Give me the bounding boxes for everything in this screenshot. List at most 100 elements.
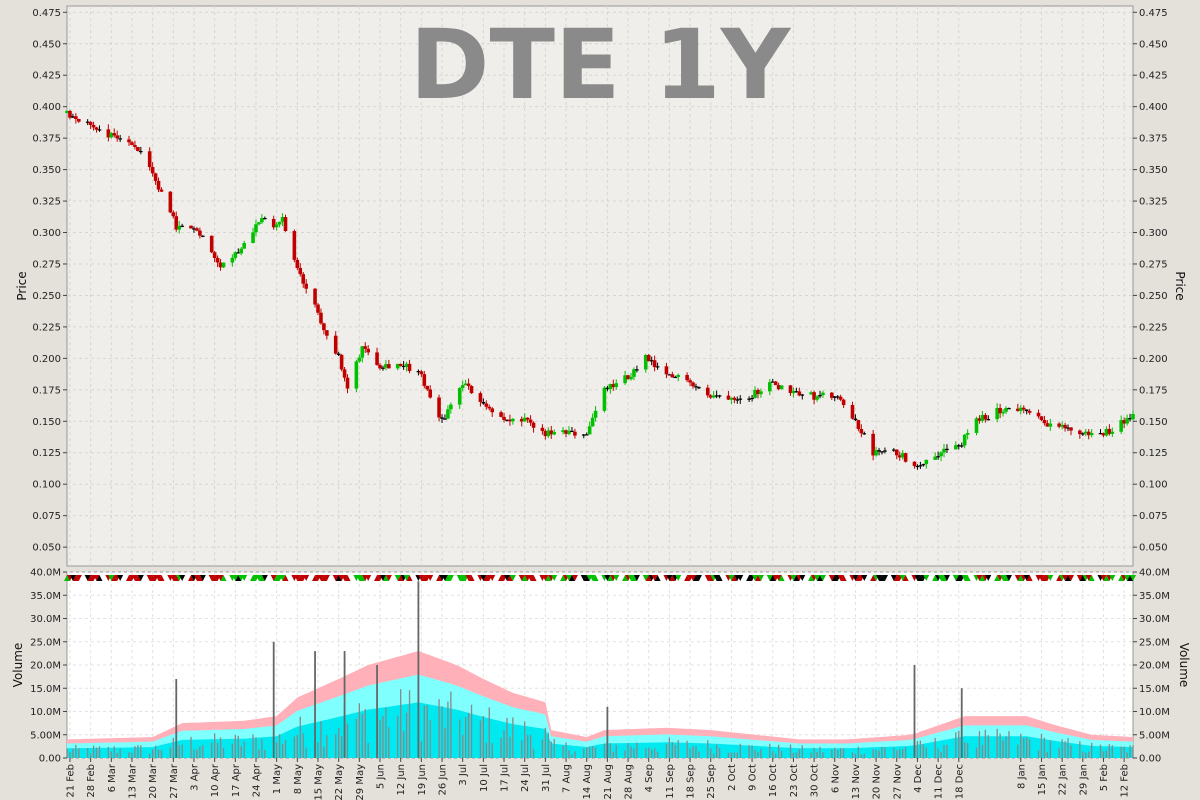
- candle-body: [874, 450, 878, 456]
- candle-body: [215, 257, 220, 263]
- candle-body: [694, 386, 698, 388]
- candle-body: [85, 121, 90, 123]
- candle-body: [387, 364, 391, 369]
- candle-body: [1104, 428, 1109, 436]
- x-tick-label: 8 Jan: [1016, 764, 1027, 789]
- candle-body: [1036, 412, 1041, 417]
- x-tick-label: 21 Feb: [65, 764, 76, 798]
- signal-marker: [279, 575, 286, 581]
- candle-body: [998, 407, 1002, 414]
- price-tick-label-right: 0.250: [1139, 291, 1168, 302]
- candle-body: [481, 402, 486, 404]
- candle-body: [593, 410, 598, 418]
- candle-body: [1018, 407, 1023, 411]
- signal-marker: [303, 575, 310, 581]
- price-tick-label-left: 0.375: [32, 134, 61, 145]
- candle-body: [460, 385, 465, 389]
- candle-body: [915, 465, 920, 468]
- signal-marker: [261, 575, 268, 581]
- signal-marker: [211, 575, 218, 581]
- x-tick-label: 13 Nov: [851, 764, 862, 800]
- volume-tick-label-right: 35.0M: [1139, 591, 1170, 602]
- signal-marker: [530, 575, 537, 581]
- signal-marker: [403, 575, 410, 581]
- candle-body: [1048, 423, 1053, 427]
- candle-body: [708, 395, 713, 398]
- x-tick-label: 12 Feb: [1120, 764, 1131, 798]
- signal-marker: [1023, 575, 1030, 581]
- x-tick-label: 5 Feb: [1099, 764, 1110, 791]
- signal-marker: [427, 575, 434, 581]
- x-tick-label: 20 Nov: [872, 764, 883, 800]
- signal-marker: [852, 575, 859, 581]
- signal-marker: [320, 575, 327, 581]
- signal-marker: [840, 575, 847, 581]
- signal-marker: [713, 575, 720, 581]
- candle-body: [1069, 427, 1073, 431]
- price-tick-label-right: 0.050: [1139, 543, 1168, 554]
- price-tick-label-left: 0.275: [32, 259, 61, 270]
- signal-marker: [208, 575, 215, 581]
- candle-body: [1024, 409, 1029, 412]
- x-tick-label: 14 Aug: [582, 764, 593, 799]
- signal-marker: [444, 575, 451, 581]
- candle-body: [1027, 411, 1032, 413]
- signal-marker: [418, 575, 425, 581]
- signal-marker: [890, 575, 897, 581]
- candle-body: [983, 414, 988, 420]
- volume-tick-label-right: 30.0M: [1139, 614, 1170, 625]
- signal-marker: [876, 575, 883, 581]
- candle-body: [726, 395, 731, 400]
- x-tick-label: 6 Nov: [830, 764, 841, 793]
- signal-marker: [1076, 575, 1083, 581]
- signal-marker: [938, 575, 945, 581]
- signal-marker: [837, 575, 844, 581]
- signal-marker: [117, 575, 124, 581]
- candle-body: [502, 416, 506, 420]
- candle-body: [378, 364, 382, 369]
- volume-tick-label-left: 25.0M: [30, 637, 61, 648]
- signal-marker: [583, 575, 590, 581]
- candle-body: [242, 242, 246, 249]
- signal-marker: [580, 575, 587, 581]
- candle-body: [567, 430, 571, 434]
- signal-marker: [255, 575, 262, 581]
- candle-body: [381, 367, 385, 369]
- candle-body: [478, 393, 483, 403]
- signal-marker: [654, 575, 661, 581]
- price-tick-label-right: 0.225: [1139, 322, 1168, 333]
- candle-body: [939, 452, 943, 457]
- price-tick-label-right: 0.175: [1139, 385, 1168, 396]
- candle-body: [457, 388, 462, 405]
- signal-marker: [131, 575, 138, 581]
- candle-body: [437, 397, 441, 418]
- candle-body: [717, 395, 722, 397]
- signal-marker: [1067, 575, 1074, 581]
- signal-marker: [716, 575, 723, 581]
- signal-marker: [188, 575, 195, 581]
- candle-body: [1081, 433, 1085, 435]
- x-tick-label: 10 Jul: [479, 764, 490, 792]
- signal-marker: [728, 575, 735, 581]
- candle-body: [77, 119, 81, 122]
- candle-body: [841, 399, 846, 406]
- signal-marker: [955, 575, 962, 581]
- volume-tick-label-left: 15.0M: [30, 684, 61, 695]
- price-tick-label-right: 0.150: [1139, 417, 1168, 428]
- signal-marker: [879, 575, 886, 581]
- candle-body: [977, 418, 982, 421]
- signal-marker: [1041, 575, 1048, 581]
- candle-body: [830, 392, 834, 398]
- candle-body: [1119, 420, 1123, 432]
- signal-marker: [273, 575, 280, 581]
- candle-body: [705, 387, 710, 396]
- candle-body: [1107, 428, 1112, 434]
- candle-body: [233, 252, 238, 258]
- signal-marker: [158, 575, 165, 581]
- candle-body: [106, 129, 111, 138]
- x-tick-label: 6 Mar: [107, 763, 118, 792]
- signal-marker: [332, 575, 339, 581]
- price-tick-label-left: 0.325: [32, 197, 61, 208]
- candle-body: [118, 138, 122, 140]
- signal-marker: [985, 575, 992, 581]
